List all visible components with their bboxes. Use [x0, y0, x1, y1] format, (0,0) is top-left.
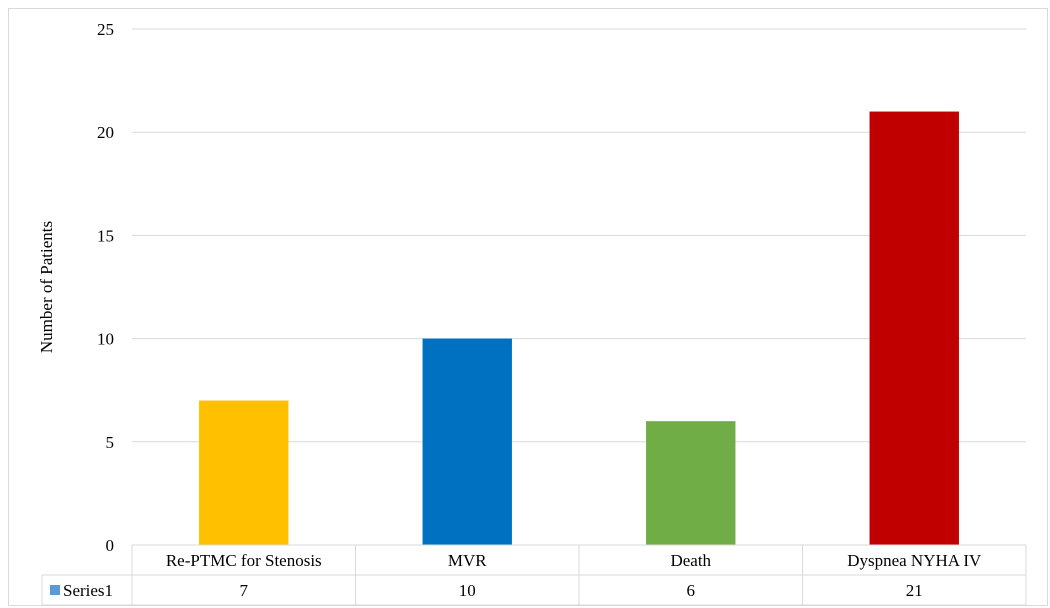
- bar: [646, 421, 736, 545]
- bars: [199, 111, 959, 545]
- bar: [422, 338, 512, 545]
- y-tick-label: 20: [97, 123, 114, 142]
- y-tick-label: 0: [106, 536, 115, 555]
- bar: [869, 111, 959, 545]
- y-tick-label: 15: [97, 226, 114, 245]
- legend-label: Series1: [63, 581, 113, 600]
- data-label: 21: [906, 581, 923, 600]
- y-tick-label: 10: [97, 330, 114, 349]
- legend-swatch: [50, 585, 60, 595]
- y-axis-label: Number of Patients: [37, 221, 56, 353]
- y-tick-label: 25: [97, 20, 114, 39]
- y-tick-label: 5: [106, 433, 115, 452]
- x-category-label: Dyspnea NYHA IV: [847, 551, 982, 570]
- data-label: 7: [240, 581, 249, 600]
- data-label: 10: [459, 581, 476, 600]
- bar: [199, 400, 289, 545]
- data-table: Re-PTMC for Stenosis 7 MVR 10 Death 6 Dyspnea …: [41, 544, 1027, 606]
- x-category-label: Re-PTMC for Stenosis: [166, 551, 322, 570]
- x-category-label: Death: [670, 551, 711, 570]
- x-category-label: MVR: [448, 551, 487, 570]
- data-label: 6: [687, 581, 696, 600]
- y-axis-ticks: 0 5 10 15 20 25: [97, 20, 114, 555]
